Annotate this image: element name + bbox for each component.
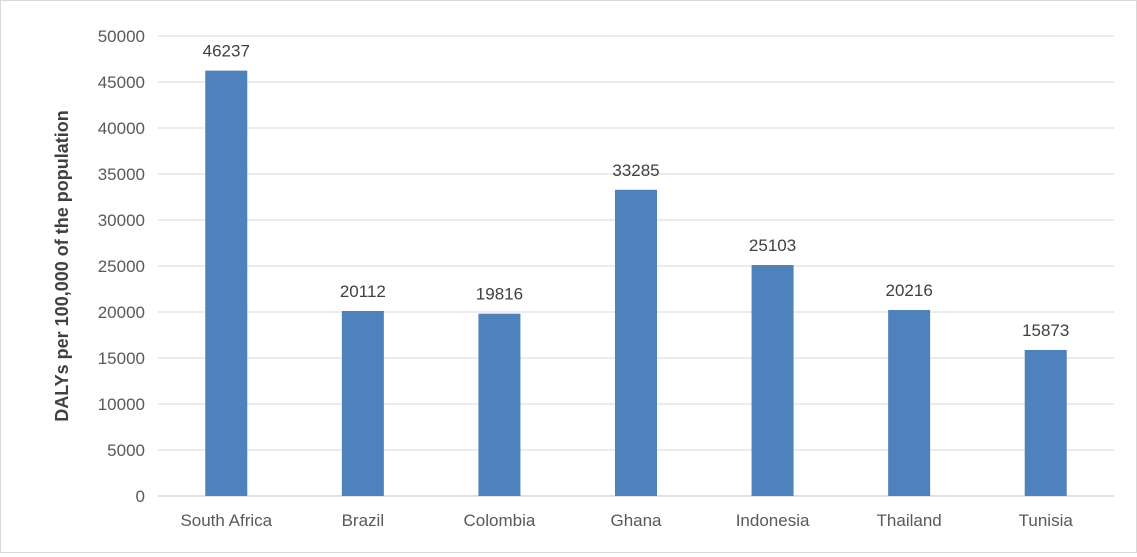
bar [341, 310, 384, 496]
y-tick-label: 30000 [98, 211, 145, 230]
data-label: 19816 [476, 285, 523, 304]
x-category-label: Thailand [877, 511, 942, 530]
bar [751, 265, 794, 496]
y-tick-label: 40000 [98, 119, 145, 138]
x-category-label: Ghana [610, 511, 662, 530]
x-category-label: Tunisia [1019, 511, 1074, 530]
data-labels: 46237 20112 19816 33285 25103 20216 15873 [203, 42, 1070, 340]
y-tick-label: 35000 [98, 165, 145, 184]
bar [1024, 349, 1067, 496]
y-tick-label: 45000 [98, 73, 145, 92]
x-category-label: Brazil [342, 511, 385, 530]
data-label: 20216 [886, 281, 933, 300]
data-label: 15873 [1022, 321, 1069, 340]
y-tick-label: 10000 [98, 395, 145, 414]
bar [205, 70, 248, 496]
y-tick-label: 25000 [98, 257, 145, 276]
y-axis-ticks: 0 5000 10000 15000 20000 25000 30000 35000 40000… [98, 27, 145, 506]
data-label: 46237 [203, 42, 250, 61]
y-tick-label: 20000 [98, 303, 145, 322]
bar [615, 189, 657, 496]
data-label: 33285 [612, 161, 659, 180]
x-axis-categories: South Africa Brazil Colombia Ghana Indonesia… [180, 511, 1073, 530]
y-axis-title: DALYs per 100,000 of the population [52, 110, 72, 421]
bars [205, 70, 1067, 496]
y-tick-label: 15000 [98, 349, 145, 368]
y-tick-label: 0 [136, 487, 145, 506]
y-tick-label: 50000 [98, 27, 145, 46]
data-label: 20112 [340, 282, 386, 301]
y-tick-label: 5000 [107, 441, 145, 460]
data-label: 25103 [749, 236, 796, 255]
bar [478, 313, 521, 496]
x-category-label: Colombia [464, 511, 536, 530]
x-category-label: Indonesia [736, 511, 810, 530]
bar [888, 310, 931, 496]
x-category-label: South Africa [180, 511, 272, 530]
